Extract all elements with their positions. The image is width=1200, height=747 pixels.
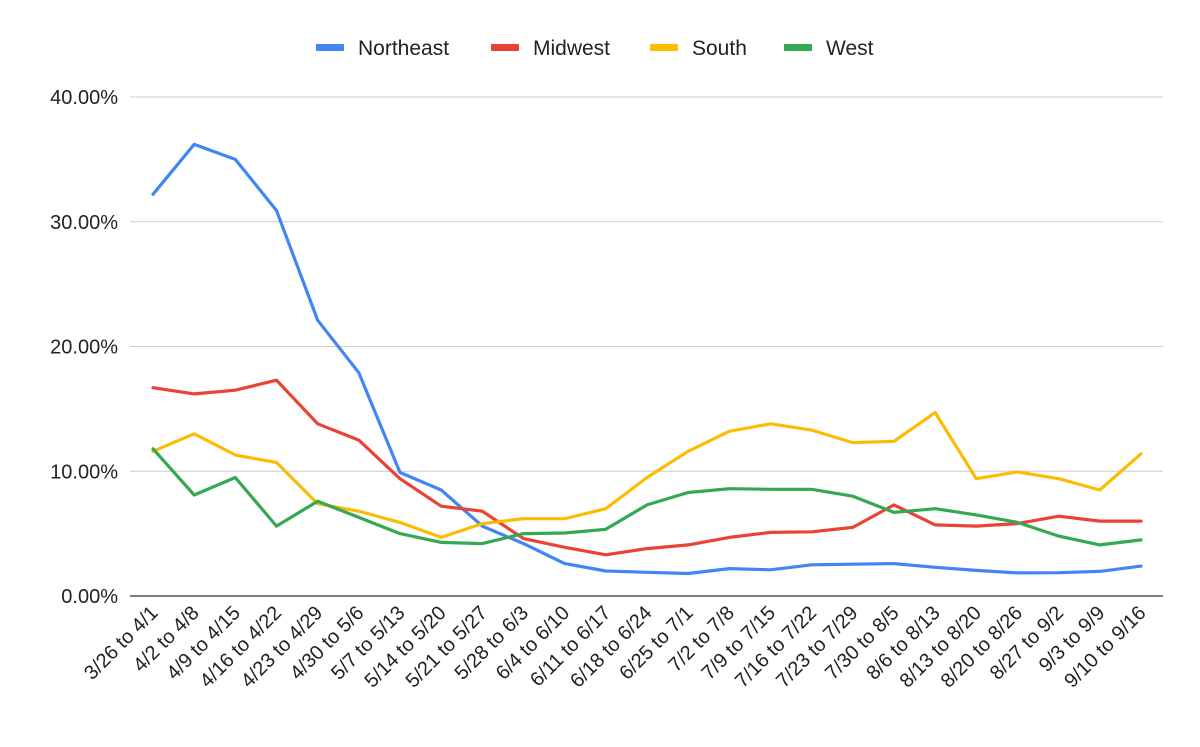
legend: Northeast Midwest South West [316,37,874,60]
y-tick-label: 20.00% [50,337,118,359]
y-axis-ticks: 0.00% 10.00% 20.00% 30.00% 40.00% [50,87,118,608]
legend-swatch-south [650,44,678,51]
y-tick-label: 40.00% [50,87,118,109]
series-lines [151,142,1143,576]
y-tick-label: 10.00% [50,461,118,483]
y-tick-label: 0.00% [61,586,118,608]
y-tick-label: 30.00% [50,212,118,234]
series-line-south [151,411,1143,540]
legend-swatch-west [784,44,812,51]
legend-swatch-midwest [491,44,519,51]
x-axis-ticks: 3/26 to 4/14/2 to 4/84/9 to 4/154/16 to … [80,602,1150,692]
legend-swatch-northeast [316,44,344,51]
legend-label-west: West [826,37,874,60]
gridlines [130,96,1163,597]
series-line-midwest [151,378,1143,557]
legend-label-south: South [692,37,747,60]
series-line-northeast [151,142,1143,576]
legend-label-northeast: Northeast [358,37,449,60]
series-line-west [151,447,1143,547]
legend-label-midwest: Midwest [533,37,610,60]
